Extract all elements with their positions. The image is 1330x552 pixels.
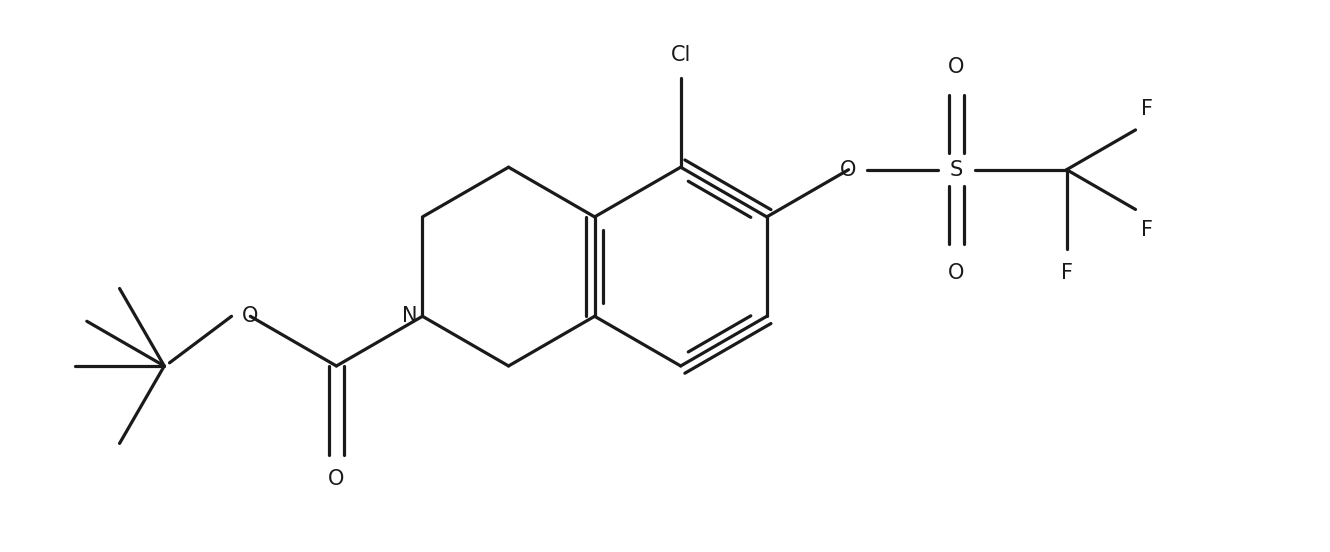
Text: F: F (1141, 220, 1153, 240)
Text: O: O (329, 469, 344, 489)
Text: Cl: Cl (670, 45, 690, 65)
Text: O: O (242, 306, 258, 326)
Text: F: F (1141, 99, 1153, 119)
Text: F: F (1060, 263, 1073, 283)
Text: O: O (948, 56, 964, 77)
Text: O: O (948, 263, 964, 283)
Text: N: N (402, 306, 418, 326)
Text: O: O (841, 160, 857, 180)
Text: S: S (950, 160, 963, 180)
